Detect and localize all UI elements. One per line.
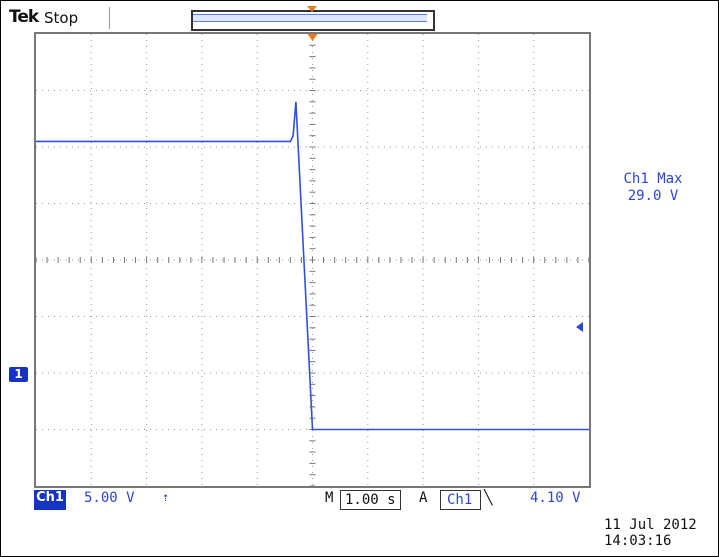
date-display: 11 Jul 2012 [604,517,697,533]
trigger-level-readout[interactable]: 4.10 V [530,490,581,506]
trigger-source-readout[interactable]: Ch1 [440,490,482,510]
brand-logo: Tek [9,7,39,27]
bandwidth-limit-icon: ⇡ [162,490,170,504]
channel-readout[interactable]: Ch1 [34,490,66,510]
measurement-value: 29.0 V [627,188,679,204]
waveform-plot [36,34,589,486]
time-display: 14:03:16 [604,533,672,549]
measurement-label: Ch1 Max [623,171,683,187]
trigger-mode-label: A [419,490,428,506]
time-per-div-readout[interactable]: 1.00 s [340,490,401,510]
waveform-trace [36,101,589,431]
trigger-position-icon [307,6,317,12]
volts-per-div-readout[interactable]: 5.00 V [84,490,135,506]
settings-readout-bar: Ch1 5.00 V ⇡ M 1.00 s A Ch1 ╲ 4.10 V [34,490,591,512]
channel-1-ground-marker[interactable]: 1 [9,367,28,382]
trigger-point-icon [307,34,318,41]
record-view-window [193,14,427,22]
waveform-graticule [34,32,591,488]
status-divider [109,7,110,29]
trigger-level-icon[interactable] [576,322,583,332]
timebase-prefix: M [325,490,334,506]
run-state-label: Stop [44,9,79,27]
falling-edge-icon: ╲ [484,490,493,506]
